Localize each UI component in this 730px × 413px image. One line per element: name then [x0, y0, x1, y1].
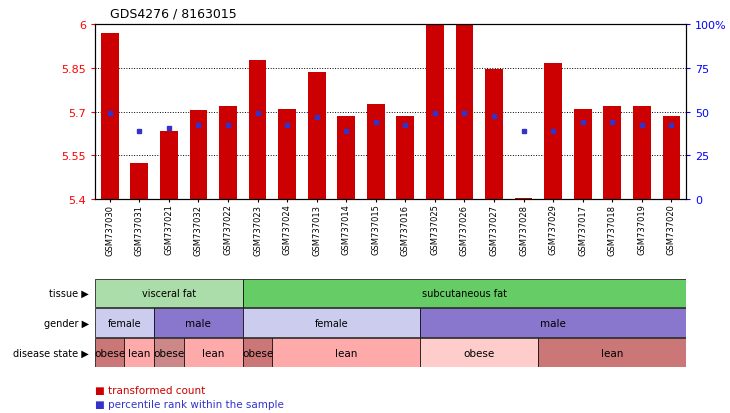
- Bar: [515, 198, 532, 200]
- Bar: [545, 64, 562, 200]
- Bar: [219, 107, 237, 200]
- Bar: [242, 309, 420, 337]
- Text: male: male: [185, 318, 211, 328]
- Text: male: male: [540, 318, 566, 328]
- Text: lean: lean: [202, 348, 224, 358]
- Bar: [539, 338, 686, 367]
- Bar: [242, 338, 272, 367]
- Text: tissue ▶: tissue ▶: [49, 288, 89, 298]
- Text: obese: obese: [242, 348, 273, 358]
- Bar: [396, 117, 414, 200]
- Bar: [272, 338, 420, 367]
- Text: visceral fat: visceral fat: [142, 288, 196, 298]
- Text: female: female: [315, 318, 348, 328]
- Text: lean: lean: [335, 348, 358, 358]
- Bar: [456, 26, 473, 200]
- Bar: [367, 105, 385, 200]
- Bar: [95, 279, 242, 308]
- Text: obese: obese: [153, 348, 185, 358]
- Text: gender ▶: gender ▶: [44, 318, 89, 328]
- Bar: [101, 33, 118, 200]
- Bar: [485, 70, 503, 200]
- Bar: [420, 338, 539, 367]
- Bar: [426, 25, 444, 200]
- Text: ■ transformed count: ■ transformed count: [95, 385, 205, 395]
- Bar: [337, 117, 355, 200]
- Bar: [131, 164, 148, 200]
- Bar: [278, 109, 296, 200]
- Bar: [663, 117, 680, 200]
- Bar: [95, 309, 154, 337]
- Bar: [190, 111, 207, 200]
- Text: ■ percentile rank within the sample: ■ percentile rank within the sample: [95, 399, 284, 409]
- Bar: [249, 61, 266, 200]
- Text: disease state ▶: disease state ▶: [13, 348, 89, 358]
- Bar: [242, 279, 686, 308]
- Text: lean: lean: [128, 348, 150, 358]
- Bar: [308, 73, 326, 200]
- Text: female: female: [107, 318, 142, 328]
- Bar: [154, 309, 242, 337]
- Text: obese: obese: [464, 348, 495, 358]
- Text: subcutaneous fat: subcutaneous fat: [422, 288, 507, 298]
- Bar: [95, 338, 124, 367]
- Bar: [633, 107, 650, 200]
- Bar: [604, 107, 621, 200]
- Bar: [420, 309, 686, 337]
- Bar: [160, 131, 177, 200]
- Text: obese: obese: [94, 348, 126, 358]
- Bar: [574, 109, 591, 200]
- Text: lean: lean: [601, 348, 623, 358]
- Bar: [184, 338, 242, 367]
- Text: GDS4276 / 8163015: GDS4276 / 8163015: [110, 8, 237, 21]
- Bar: [124, 338, 154, 367]
- Bar: [154, 338, 184, 367]
